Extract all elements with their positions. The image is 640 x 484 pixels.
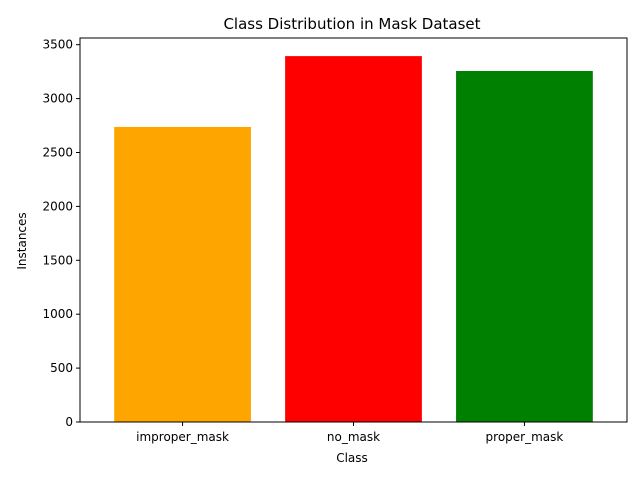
bars	[114, 56, 593, 423]
y-tick-label: 1000	[42, 307, 73, 321]
bar-no-mask	[285, 56, 422, 422]
y-tick-label: 1500	[42, 253, 73, 267]
x-axis: improper_mask no_mask proper_mask	[136, 422, 563, 444]
y-tick-label: 500	[50, 361, 73, 375]
y-tick-label: 3000	[42, 92, 73, 106]
bar-improper-mask	[114, 126, 251, 423]
chart-title: Class Distribution in Mask Dataset	[223, 15, 480, 33]
y-tick-label: 2000	[42, 199, 73, 213]
x-tick-label: proper_mask	[486, 430, 564, 444]
bar-proper-mask	[456, 70, 593, 422]
y-axis-label: Instances	[15, 212, 29, 269]
x-tick-label: improper_mask	[136, 430, 229, 444]
y-tick-label: 3500	[42, 38, 73, 52]
x-tick-label: no_mask	[327, 430, 380, 444]
y-axis: 0 500 1000 1500 2000 2500 3000 3500	[42, 38, 80, 429]
plot-frame	[79, 37, 628, 423]
y-tick-label: 2500	[42, 145, 73, 159]
x-axis-label: Class	[336, 451, 368, 465]
y-tick-label: 0	[65, 415, 73, 429]
